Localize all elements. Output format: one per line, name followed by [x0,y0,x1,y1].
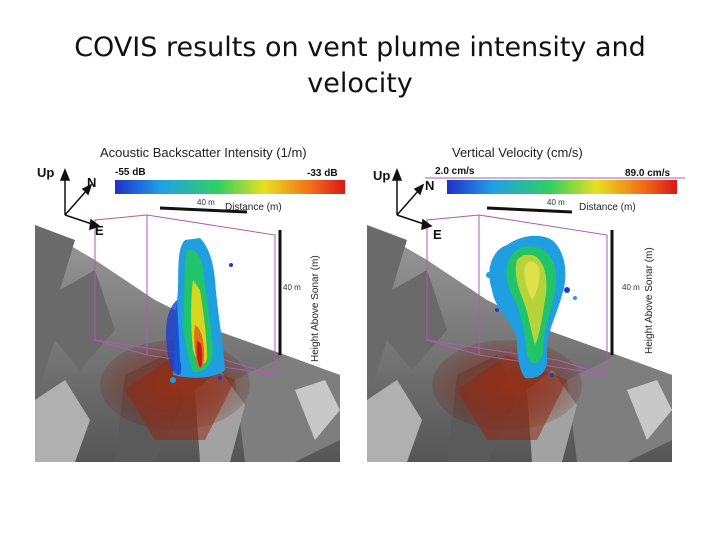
colorbar [447,180,677,194]
colorbar [115,180,345,194]
intensity-scale-max: -33 dB [307,168,338,179]
velocity-scale-max: 89.0 cm/s [625,168,671,179]
velocity-axis-n-label: N [425,178,435,193]
intensity-scale-min: -55 dB [115,167,146,178]
plume-intensity [165,238,233,383]
plume-velocity [486,235,577,379]
intensity-axis-e-label: E [95,223,104,238]
distance-scale-bar [159,206,248,214]
velocity-figure-graphic [367,167,685,462]
intensity-header: Acoustic Backscatter Intensity (1/m) [100,145,307,160]
intensity-distance-scale-label: 40 m [197,198,215,207]
velocity-height-label: Height Above Sonar (m) [644,247,655,354]
distance-scale-bar [486,206,573,214]
intensity-height-label: Height Above Sonar (m) [310,255,321,362]
intensity-figure: Acoustic Backscatter Intensity (1/m) -55… [35,140,355,465]
velocity-header: Vertical Velocity (cm/s) [452,145,583,160]
velocity-axis-up-label: Up [373,168,391,183]
velocity-distance-label: Distance (m) [579,202,636,213]
bounding-box [94,214,276,376]
velocity-distance-scale-label: 40 m [547,198,565,207]
velocity-axis-e-label: E [433,227,442,242]
velocity-scale-min: 2.0 cm/s [435,166,475,177]
intensity-figure-graphic [35,167,345,462]
slide-title-line-1: COVIS results on vent plume intensity an… [74,32,646,63]
intensity-axis-n-label: N [87,175,97,190]
intensity-axis-up-label: Up [37,165,55,180]
axis-triad [391,167,433,231]
velocity-height-scale-label: 40 m [622,283,640,292]
intensity-height-scale-label: 40 m [283,283,301,292]
slide-title: COVIS results on vent plume intensity an… [60,30,660,102]
axis-triad [59,167,101,231]
slide-title-line-2: velocity [307,68,413,99]
intensity-distance-label: Distance (m) [225,202,282,213]
bounding-box [426,214,608,376]
velocity-figure: Vertical Velocity (cm/s) 2.0 cm/s 89.0 c… [367,140,687,465]
